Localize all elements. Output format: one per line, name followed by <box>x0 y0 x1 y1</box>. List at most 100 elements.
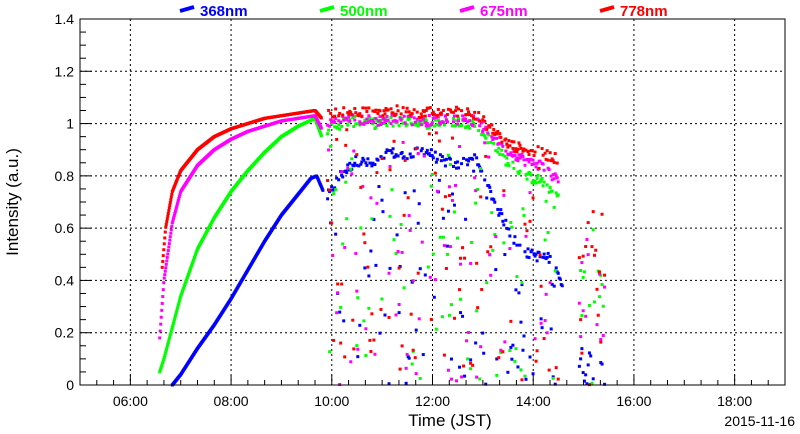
data-point <box>164 225 168 229</box>
data-point <box>383 313 387 317</box>
data-point <box>468 113 472 117</box>
data-point <box>489 140 493 144</box>
data-point <box>478 124 482 128</box>
data-point <box>472 116 476 120</box>
data-point <box>480 169 484 173</box>
data-point <box>380 198 384 202</box>
data-point <box>598 270 602 274</box>
data-point <box>479 345 483 349</box>
data-point <box>374 263 378 267</box>
data-point <box>368 116 372 120</box>
data-point <box>520 378 524 382</box>
data-point <box>176 305 180 309</box>
data-point <box>171 219 175 223</box>
data-point <box>417 202 421 206</box>
data-point <box>382 117 386 121</box>
data-point <box>584 245 588 249</box>
data-point <box>579 269 583 273</box>
data-point <box>595 323 599 327</box>
data-point <box>516 365 520 369</box>
data-point <box>543 238 547 242</box>
data-point <box>365 117 369 121</box>
data-point <box>330 120 334 124</box>
data-point <box>463 256 467 260</box>
data-point <box>174 312 178 316</box>
data-point <box>540 176 544 180</box>
data-point <box>479 167 483 171</box>
data-point <box>531 158 535 162</box>
data-point <box>451 165 455 169</box>
legend-label: 500nm <box>340 3 388 20</box>
data-point <box>508 349 512 353</box>
data-point <box>162 276 166 280</box>
data-point <box>601 304 605 308</box>
data-point <box>409 155 413 159</box>
x-tick-label: 16:00 <box>616 393 651 409</box>
data-point <box>520 283 524 287</box>
data-point <box>554 174 558 178</box>
data-point <box>387 315 391 319</box>
data-point <box>367 274 371 278</box>
data-point <box>515 156 519 160</box>
data-point <box>401 140 405 144</box>
data-point <box>538 159 542 163</box>
data-point <box>518 169 522 173</box>
data-point <box>397 311 401 315</box>
data-point <box>371 161 375 165</box>
data-point <box>377 119 381 123</box>
data-point <box>161 259 165 263</box>
data-point <box>431 110 435 114</box>
data-point <box>489 245 493 249</box>
data-point <box>414 372 418 376</box>
data-point <box>541 184 545 188</box>
data-point <box>400 117 404 121</box>
data-point <box>332 119 336 123</box>
data-point <box>328 188 332 192</box>
data-point <box>165 344 169 348</box>
data-point <box>367 306 371 310</box>
data-point <box>441 108 445 112</box>
data-point <box>386 108 390 112</box>
data-point <box>580 347 584 351</box>
data-point <box>386 118 390 122</box>
data-point <box>536 173 540 177</box>
data-point <box>334 188 338 192</box>
data-point <box>502 193 506 197</box>
data-point <box>514 347 518 351</box>
data-point <box>599 340 603 344</box>
data-point <box>554 191 558 195</box>
data-point <box>520 281 524 285</box>
data-point <box>468 157 472 161</box>
data-point <box>335 176 339 180</box>
data-point <box>364 106 368 110</box>
data-point <box>337 123 341 127</box>
data-point <box>532 252 536 256</box>
data-point <box>400 344 404 348</box>
data-point <box>527 153 531 157</box>
data-point <box>327 128 331 132</box>
data-point <box>544 157 548 161</box>
data-point <box>338 310 342 314</box>
data-point <box>393 155 397 159</box>
data-point <box>163 352 167 356</box>
data-point <box>355 163 359 167</box>
data-point <box>420 147 424 151</box>
data-point <box>504 218 508 222</box>
data-point <box>345 217 349 221</box>
data-point <box>381 210 385 214</box>
y-axis-title: Intensity (a.u.) <box>3 148 22 256</box>
data-point <box>525 229 529 233</box>
data-point <box>356 355 360 359</box>
data-point <box>476 187 480 191</box>
data-point <box>556 271 560 275</box>
data-point <box>532 181 536 185</box>
data-point <box>332 188 336 192</box>
data-point <box>528 355 532 359</box>
data-point <box>419 123 423 127</box>
data-point <box>558 277 562 281</box>
data-point <box>391 111 395 115</box>
data-point <box>344 116 348 120</box>
data-point <box>389 122 393 126</box>
data-point <box>501 144 505 148</box>
data-point <box>508 247 512 251</box>
